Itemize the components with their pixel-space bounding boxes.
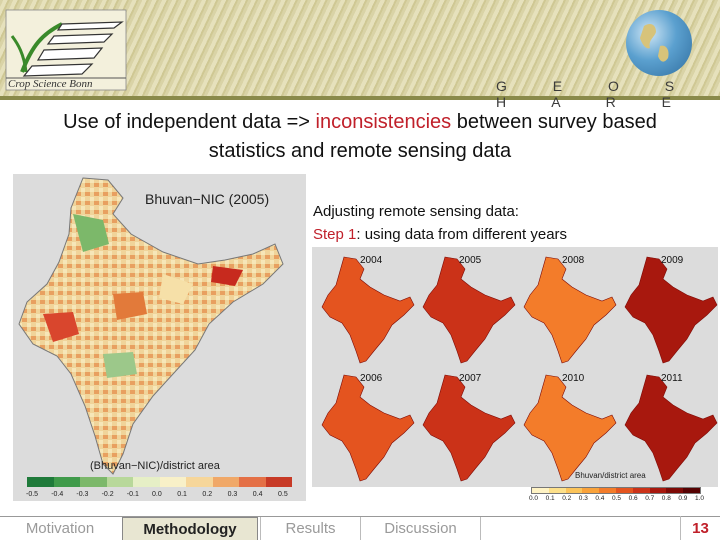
- multi-year-maps-panel: 2004 2005 2008 2009 2006 2007 2010 2011: [312, 247, 718, 487]
- colorbar-tick-label: 0.4: [252, 491, 263, 498]
- colorbar-tick-label: -0.1: [126, 491, 139, 498]
- year-map-shape: [624, 374, 718, 482]
- colorbar-tick-label: 0.4: [595, 495, 605, 502]
- headline-highlight: inconsistencies: [315, 111, 452, 133]
- adjusting-text: Adjusting remote sensing data: Step 1: u…: [313, 200, 567, 246]
- adjusting-line2: Step 1: using data from different years: [313, 223, 567, 246]
- tab-results[interactable]: Results: [260, 517, 360, 540]
- tab-empty[interactable]: [480, 517, 680, 540]
- colorbar-tick-label: 0.9: [678, 495, 688, 502]
- year-map: 2008: [523, 255, 617, 364]
- year-map-shape: [523, 256, 617, 364]
- adjusting-line1: Adjusting remote sensing data:: [313, 203, 519, 220]
- year-map-shape: [321, 374, 415, 482]
- colorbar-tick-label: 0.1: [545, 495, 555, 502]
- right-legend-ticks: 0.0 0.1 0.2 0.3 0.4 0.5 0.6 0.7 0.8 0.9 1.0: [529, 495, 709, 505]
- colorbar-tick-label: -0.4: [51, 491, 64, 498]
- colorbar-tick-label: -0.3: [76, 491, 89, 498]
- left-map-axis-label: (Bhuvan−NIC)/district area: [90, 460, 220, 472]
- slide-headline: Use of independent data => inconsistenci…: [0, 108, 720, 166]
- globe-icon: [626, 10, 692, 76]
- logo-text: Crop Science Bonn: [8, 78, 93, 90]
- year-label: 2010: [562, 373, 585, 384]
- colorbar-tick-label: 1.0: [695, 495, 705, 502]
- year-map: 2009: [624, 255, 718, 364]
- year-map: 2005: [422, 255, 516, 364]
- left-map-colorbar: [27, 477, 292, 487]
- brand-wordmark: G E O S H A R E: [496, 78, 696, 110]
- colorbar-tick-label: 0.5: [612, 495, 622, 502]
- left-map-title: Bhuvan−NIC (2005): [145, 191, 270, 207]
- page-number: 13: [680, 516, 720, 540]
- headline-suffix: between survey based: [451, 111, 657, 133]
- year-map-shape: [422, 374, 516, 482]
- year-map: 2010: [523, 373, 617, 482]
- year-map-shape: [422, 256, 516, 364]
- year-maps-grid: 2004 2005 2008 2009 2006 2007 2010 2011: [321, 255, 718, 482]
- year-map: 2004: [321, 255, 415, 364]
- right-legend-title: Bhuvan/district area: [575, 471, 646, 480]
- colorbar-tick-label: 0.3: [578, 495, 588, 502]
- colorbar-tick-label: 0.1: [177, 491, 187, 498]
- year-map-shape: [523, 374, 617, 482]
- colorbar-tick-label: -0.5: [26, 491, 39, 498]
- step-text: : using data from different years: [356, 226, 568, 243]
- year-map: 2007: [422, 373, 516, 482]
- tab-discussion[interactable]: Discussion: [360, 517, 480, 540]
- headline-prefix: Use of independent data =>: [63, 111, 316, 133]
- step-label: Step 1: [313, 226, 357, 243]
- header-divider: [0, 96, 720, 100]
- colorbar-tick-label: -0.2: [101, 491, 114, 498]
- year-map-shape: [321, 256, 415, 364]
- right-legend-colorbar: [531, 487, 701, 494]
- colorbar-tick-label: 0.2: [562, 495, 572, 502]
- colorbar-tick-label: 0.8: [661, 495, 671, 502]
- left-map-colorbar-ticks: -0.5 -0.4 -0.3 -0.2 -0.1 0.0 0.1 0.2 0.3 0.4 0.5: [26, 491, 296, 501]
- colorbar-tick-label: 0.6: [628, 495, 638, 502]
- crop-science-logo: [5, 9, 127, 91]
- headline-line1: Use of independent data => inconsistenci…: [0, 108, 720, 137]
- india-map-shape: [18, 177, 284, 475]
- colorbar-tick-label: 0.5: [278, 491, 288, 498]
- headline-line2: statistics and remote sensing data: [208, 140, 512, 162]
- year-label: 2007: [459, 373, 482, 384]
- colorbar-tick-label: 0.0: [152, 491, 162, 498]
- footer-nav: Motivation Methodology Results Discussio…: [0, 516, 720, 540]
- india-difference-map: [13, 174, 306, 501]
- year-label: 2009: [661, 255, 684, 266]
- colorbar-tick-label: 0.3: [227, 491, 238, 498]
- year-label: 2011: [661, 373, 683, 384]
- tab-methodology[interactable]: Methodology: [122, 517, 258, 540]
- colorbar-tick-label: 0.0: [529, 495, 539, 502]
- year-map-shape: [624, 256, 718, 364]
- tab-motivation[interactable]: Motivation: [25, 520, 95, 537]
- year-label: 2004: [360, 255, 383, 266]
- year-label: 2006: [360, 373, 383, 384]
- year-label: 2008: [562, 255, 585, 266]
- colorbar-tick-label: 0.7: [645, 495, 655, 502]
- year-map: 2006: [321, 373, 415, 482]
- year-label: 2005: [459, 255, 482, 266]
- colorbar-tick-label: 0.2: [202, 491, 213, 498]
- year-map: 2011: [624, 373, 718, 482]
